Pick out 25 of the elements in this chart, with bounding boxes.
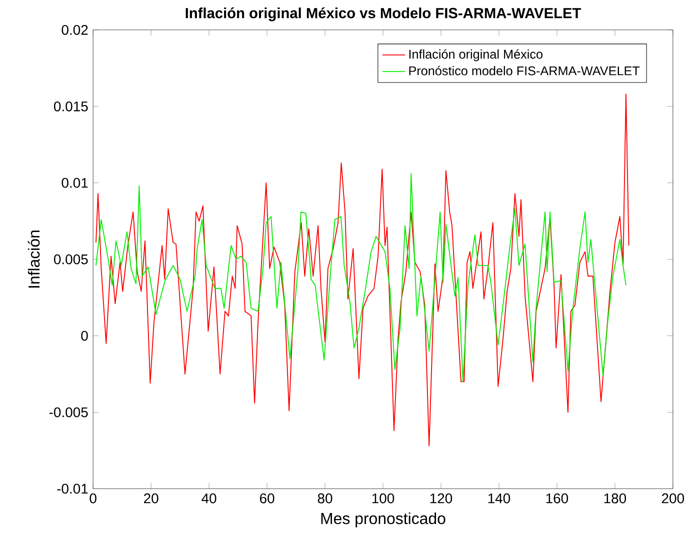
y-tick-label: 0.005 [54,254,88,264]
x-tick-label: 60 [260,494,274,504]
line-series [96,173,626,382]
x-tick-label: 120 [430,494,452,504]
x-tick-label: 20 [144,494,158,504]
y-tick-label: -0.01 [57,484,88,494]
line-series [96,94,630,447]
chart-title: Inflación original México vs Modelo FIS-ARMA-WAVELET [186,8,582,22]
x-tick-label: 140 [488,494,510,504]
x-tick-label: 180 [604,494,626,504]
x-tick-label: 0 [90,494,96,504]
legend-label: Inflación original México [409,49,542,62]
legend-label: Pronóstico modelo FIS-ARMA-WAVELET [409,66,640,76]
y-tick-label: 0.015 [54,102,88,112]
y-tick-label: 0 [81,331,88,341]
x-tick-label: 40 [202,494,216,504]
y-tick-label: 0.02 [62,25,88,36]
x-tick-label: 100 [372,494,394,504]
x-tick-label: 160 [546,494,568,504]
y-tick-label: 0.01 [62,178,88,188]
x-axis-title: Mes pronosticado [321,512,446,528]
y-tick-label: -0.005 [49,408,88,418]
x-tick-label: 80 [318,494,332,504]
x-tick-label: 200 [662,494,684,504]
y-axis-title: Inflación [28,230,40,288]
